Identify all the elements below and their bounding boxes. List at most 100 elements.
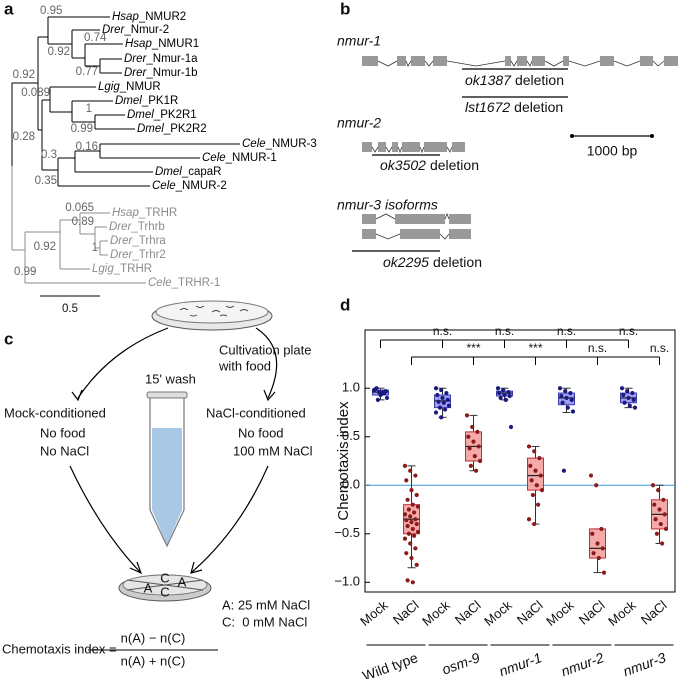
leaf-label-italic: Dmel bbox=[155, 166, 182, 178]
leaf-label: Lgig_TRHR bbox=[92, 263, 152, 275]
support-value: 0.95 bbox=[40, 5, 62, 17]
leaf-label-italic: Dmel bbox=[115, 95, 142, 107]
data-point bbox=[435, 392, 440, 398]
data-point bbox=[622, 400, 627, 405]
leaf-label-rest: _NMUR1 bbox=[151, 38, 199, 50]
support-value: 0.35 bbox=[35, 175, 57, 187]
formula-denominator: n(A) + n(C) bbox=[121, 653, 186, 668]
leaf-label-rest: _PK1R bbox=[141, 95, 178, 107]
data-point bbox=[537, 455, 542, 461]
exon bbox=[664, 56, 678, 66]
introns bbox=[371, 60, 665, 240]
leaf-label-rest: _NMUR2 bbox=[138, 11, 186, 23]
data-point bbox=[412, 510, 417, 515]
data-point bbox=[414, 562, 419, 567]
support-value: 0.28 bbox=[13, 131, 35, 143]
leaf-label-italic: Drer bbox=[102, 24, 126, 36]
data-point bbox=[570, 409, 576, 414]
data-point bbox=[446, 403, 452, 408]
exon bbox=[424, 142, 447, 152]
condition-line: No food bbox=[40, 425, 86, 440]
data-point bbox=[657, 507, 662, 512]
y-tick-label: −1.0 bbox=[334, 574, 360, 589]
leaf-label-italic: Dmel bbox=[127, 109, 154, 121]
leaf-label-italic: Dmel bbox=[137, 123, 164, 135]
y-tick-label: 0.0 bbox=[342, 477, 360, 492]
data-point bbox=[410, 526, 415, 532]
leaf-label-rest: _Trhr2 bbox=[131, 249, 165, 261]
condition-title: NaCl-conditioned bbox=[206, 405, 306, 420]
panel-label: a bbox=[4, 0, 14, 18]
data-point bbox=[591, 551, 596, 556]
leaf-label-rest: _NMUR-2 bbox=[175, 180, 227, 192]
exon bbox=[395, 214, 445, 224]
strain-label: nmur-2 bbox=[559, 649, 606, 679]
exon bbox=[433, 56, 447, 66]
exon bbox=[378, 142, 386, 152]
y-tick-label: −0.5 bbox=[334, 525, 360, 540]
leaf-label: Dmel_PK2R1 bbox=[127, 109, 197, 121]
gene-models bbox=[362, 56, 678, 239]
condition-line: No food bbox=[238, 425, 284, 440]
data-point bbox=[627, 403, 632, 408]
data-point bbox=[588, 473, 594, 478]
significance-label: *** bbox=[528, 341, 542, 355]
exon bbox=[505, 56, 511, 66]
deletion-label: lst1672 deletion bbox=[465, 99, 563, 115]
leaf-label: Hsap_NMUR1 bbox=[125, 38, 199, 50]
data-point bbox=[569, 397, 574, 402]
leaf-label: Dmel_PK2R2 bbox=[137, 123, 207, 135]
zone-legend: C: 0 mM NaCl bbox=[222, 614, 307, 629]
tube-cap bbox=[146, 391, 188, 399]
significance-label: *** bbox=[466, 341, 480, 355]
quadrant-lines bbox=[126, 579, 204, 591]
exon bbox=[362, 56, 378, 66]
plate-label: with food bbox=[218, 358, 271, 373]
data-point bbox=[410, 502, 415, 507]
exon bbox=[392, 142, 398, 152]
arrowhead bbox=[71, 389, 83, 402]
data-point bbox=[596, 555, 601, 561]
data-point bbox=[559, 393, 564, 399]
leaf-label-italic: Cele bbox=[242, 138, 266, 150]
scale-bar-end bbox=[570, 134, 574, 138]
tube-liquid bbox=[152, 428, 182, 545]
data-point bbox=[565, 405, 570, 410]
data-point bbox=[371, 388, 377, 393]
leaf-label-rest: _capaR bbox=[181, 166, 222, 178]
data-point bbox=[440, 395, 445, 401]
x-tick-label: NaCl bbox=[452, 597, 484, 627]
data-point bbox=[530, 492, 536, 498]
data-point bbox=[384, 395, 390, 401]
data-point bbox=[433, 386, 439, 391]
significance-label: n.s. bbox=[588, 341, 607, 355]
deletion-label-italic: lst1672 bbox=[465, 99, 510, 115]
x-tick-label: NaCl bbox=[514, 597, 546, 627]
leaf-label-rest: _NMUR-3 bbox=[265, 138, 317, 150]
data-point bbox=[526, 517, 532, 522]
zone-legend: A: 25 mM NaCl bbox=[222, 597, 310, 612]
leaf-label: Dmel_PK1R bbox=[115, 95, 178, 107]
leaf-label-rest: _NMUR-1 bbox=[225, 152, 277, 164]
formula-numerator: n(A) − n(C) bbox=[121, 630, 186, 645]
leaf-label-italic: Cele bbox=[152, 180, 176, 192]
data-point bbox=[433, 410, 439, 415]
leaf-label: Cele_TRHR-1 bbox=[148, 277, 220, 289]
data-point bbox=[410, 580, 415, 585]
data-point bbox=[405, 523, 410, 529]
x-tick-label: Mock bbox=[357, 597, 391, 629]
x-tick-label: NaCl bbox=[576, 597, 608, 627]
data-point bbox=[619, 386, 625, 391]
formula-lhs: Chemotaxis index = bbox=[2, 641, 117, 656]
support-value: 1 bbox=[92, 242, 98, 254]
data-point bbox=[502, 392, 507, 398]
data-point bbox=[658, 521, 663, 527]
plate-zone: C bbox=[160, 570, 169, 585]
data-point bbox=[506, 390, 511, 395]
leaf-label-italic: Cele bbox=[148, 277, 172, 289]
data-point bbox=[526, 444, 532, 449]
y-axis-label: Chemotaxis index bbox=[335, 401, 352, 521]
data-point bbox=[409, 555, 414, 561]
plate-label: Cultivation plate bbox=[219, 342, 312, 357]
deletion-label: ok3502 deletion bbox=[380, 157, 479, 173]
